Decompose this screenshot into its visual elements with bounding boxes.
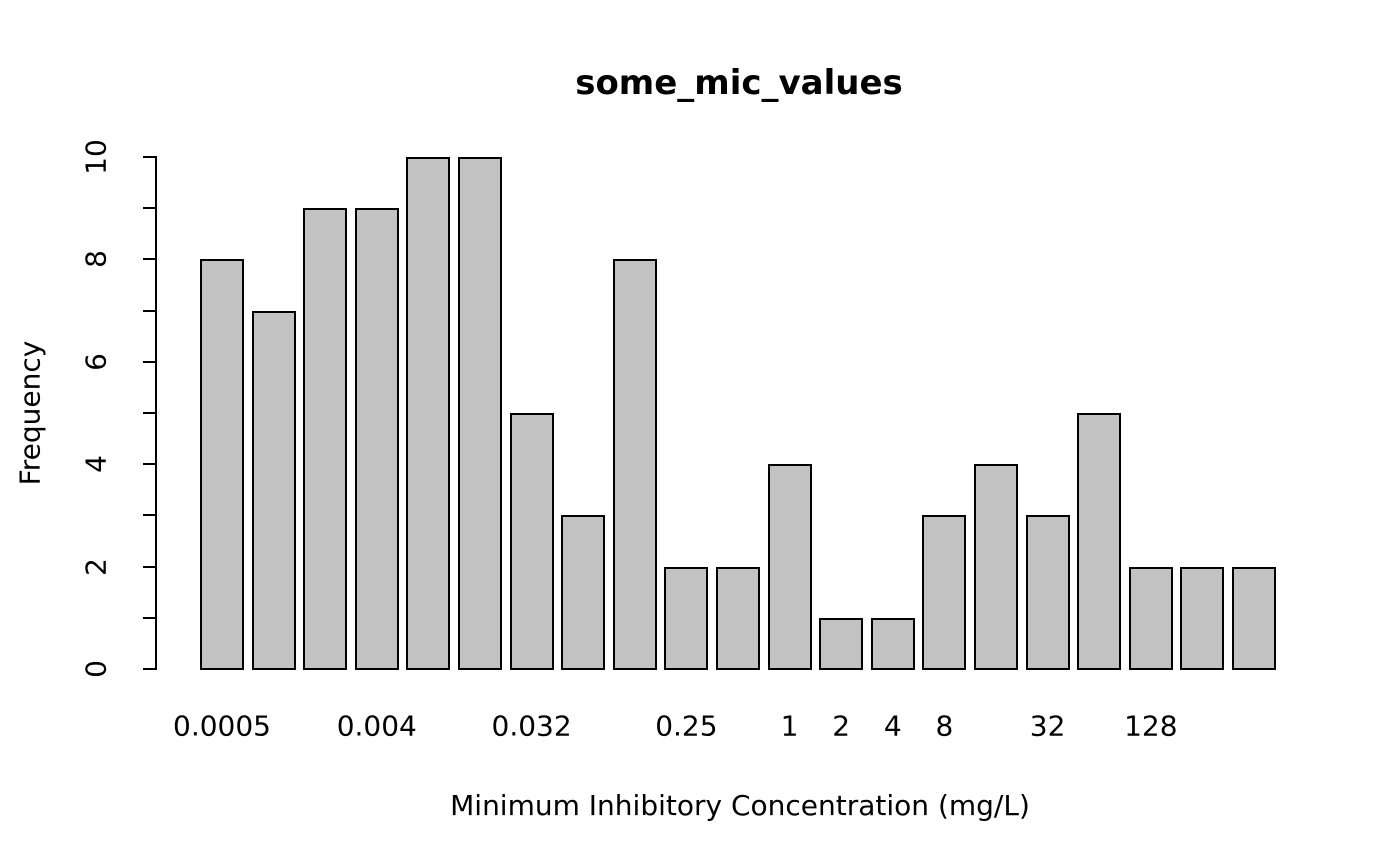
y-axis-tick xyxy=(143,514,157,517)
y-axis-tick xyxy=(143,616,157,619)
x-tick-label: 1 xyxy=(780,709,799,743)
bar xyxy=(922,515,967,670)
bar xyxy=(561,515,606,670)
bar xyxy=(819,617,864,670)
y-axis-title: Frequency xyxy=(13,340,47,486)
bar xyxy=(1077,413,1122,670)
y-axis-tick xyxy=(143,360,157,363)
x-tick-label: 8 xyxy=(935,709,954,743)
y-axis-tick xyxy=(143,156,157,158)
y-tick-label: 4 xyxy=(79,455,113,474)
x-tick-label: 0.004 xyxy=(336,709,417,743)
bar xyxy=(716,566,760,670)
bar xyxy=(870,617,915,670)
bar xyxy=(1025,515,1070,670)
y-axis-tick xyxy=(143,412,157,414)
bar xyxy=(1128,566,1173,670)
y-axis-tick xyxy=(143,309,157,312)
y-axis-tick xyxy=(143,565,157,568)
y-tick-label: 0 xyxy=(79,660,113,678)
y-tick-label: 8 xyxy=(79,250,113,269)
bar xyxy=(664,566,709,670)
x-tick-label: 128 xyxy=(1124,709,1178,743)
bar xyxy=(1232,566,1276,670)
x-tick-label: 0.0005 xyxy=(173,709,271,743)
bar xyxy=(767,464,812,670)
y-axis-tick xyxy=(143,207,157,210)
y-tick-label: 2 xyxy=(79,557,113,576)
bar xyxy=(974,464,1018,670)
bar xyxy=(354,208,399,670)
y-axis-tick xyxy=(143,258,157,261)
bar xyxy=(406,157,451,670)
y-axis-tick xyxy=(143,668,157,670)
y-tick-label: 6 xyxy=(79,352,113,371)
bar xyxy=(612,259,657,670)
x-axis-title: Minimum Inhibitory Concentration (mg/L) xyxy=(450,789,1030,822)
bar xyxy=(251,310,296,670)
bar xyxy=(509,413,554,670)
x-tick-label: 0.032 xyxy=(491,709,572,743)
bar xyxy=(458,157,502,670)
x-tick-label: 32 xyxy=(1029,709,1066,743)
chart-title: some_mic_values xyxy=(575,63,903,103)
x-tick-label: 2 xyxy=(832,709,851,743)
y-tick-label: 10 xyxy=(79,139,113,175)
bar xyxy=(303,208,348,670)
x-tick-label: 0.25 xyxy=(655,709,718,743)
bar xyxy=(200,259,244,670)
x-tick-label: 4 xyxy=(883,709,902,743)
bar xyxy=(1180,566,1225,670)
y-axis-tick xyxy=(143,463,157,466)
